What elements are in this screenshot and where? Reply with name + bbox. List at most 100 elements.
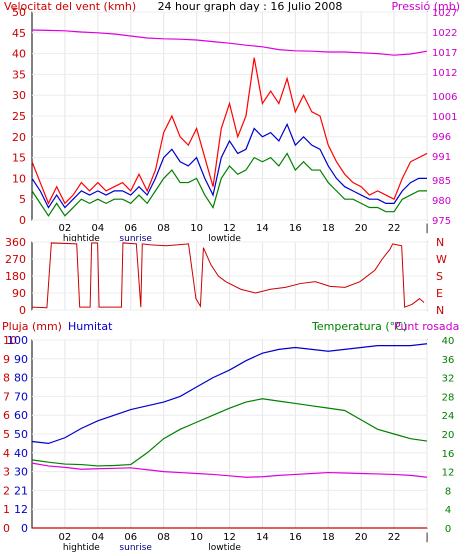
direction-line <box>31 242 425 309</box>
chart-title: 24 hour graph day : 16 Julio 2008 <box>158 0 343 13</box>
annotation-lowtide: lowtide <box>208 543 241 553</box>
compass-label: E <box>436 287 443 300</box>
temperature-tick-label: 24 <box>442 411 455 422</box>
rain-tick-label: 10 <box>3 334 17 347</box>
pressure-tick-label: 1022 <box>432 28 457 39</box>
temperature-tick-label: 16 <box>442 449 455 460</box>
x-tick-label: 22 <box>388 532 401 543</box>
rain-tick-label: 8 <box>3 372 10 385</box>
humidity-tick-label: 80 <box>14 372 28 385</box>
pressure-tick-label: 975 <box>432 216 451 227</box>
x-tick-label: 14 <box>256 532 269 543</box>
wind-tick-label: 5 <box>19 193 26 206</box>
x-tick-label: 18 <box>322 223 335 234</box>
x-tick-label: 20 <box>355 223 368 234</box>
temperature-tick-label: 28 <box>442 392 455 403</box>
x-tick-label: 08 <box>157 223 170 234</box>
pressure-tick-label: 985 <box>432 176 451 187</box>
humidity-tick-label: 12 <box>14 503 28 516</box>
rain-tick-label: 6 <box>3 409 10 422</box>
rain-tick-label: 0 <box>3 522 10 535</box>
x-tick-label: 20 <box>355 532 368 543</box>
temperature-axis-title: Temperatura (°C) <box>311 320 407 333</box>
temperature-tick-label: 4 <box>445 505 451 516</box>
annotation-sunrise: sunrise <box>119 234 152 244</box>
wind-tick-label: 0 <box>19 214 26 227</box>
humidity-tick-label: 30 <box>14 466 28 479</box>
x-tick-label: 06 <box>124 532 137 543</box>
direction-tick-label: 270 <box>5 253 26 266</box>
compass-label: S <box>436 270 443 283</box>
x-tick-label: 22 <box>388 223 401 234</box>
compass-label: W <box>436 253 447 266</box>
pressure-tick-label: 996 <box>432 132 451 143</box>
humidity-tick-label: 40 <box>14 447 28 460</box>
series-line-punt-rosada <box>31 462 428 478</box>
wind-tick-label: 15 <box>12 152 26 165</box>
humidity-axis-title: Humitat <box>68 320 113 333</box>
x-tick-label: 02 <box>59 532 72 543</box>
temperature-tick-label: 12 <box>442 468 455 479</box>
x-tick-label: 16 <box>289 532 302 543</box>
rain-tick-label: 1 <box>3 503 10 516</box>
x-tick-label: 14 <box>256 223 269 234</box>
x-tick-label: 08 <box>157 532 170 543</box>
wind-tick-label: 45 <box>12 27 26 40</box>
rain-tick-label: 4 <box>3 447 10 460</box>
wind-tick-label: 40 <box>12 48 26 61</box>
annotation-hightide: hightide <box>63 543 100 553</box>
temperature-tick-label: 32 <box>442 374 455 385</box>
pressure-tick-label: 1017 <box>432 48 457 59</box>
series-line-temperatura <box>31 398 428 467</box>
direction-tick-label: 360 <box>5 236 26 249</box>
x-tick-label: 02 <box>59 223 72 234</box>
pressure-tick-label: 1012 <box>432 68 457 79</box>
wind-tick-label: 10 <box>12 172 26 185</box>
dewpoint-axis-title: Punt rosada <box>394 320 459 333</box>
humidity-tick-label: 70 <box>14 390 28 403</box>
wind-tick-label: 20 <box>12 131 26 144</box>
humidity-tick-label: 0 <box>21 522 28 535</box>
rain-axis-title: Pluja (mm) <box>2 320 62 333</box>
x-tick-label: | <box>425 223 428 234</box>
series-line <box>31 152 427 217</box>
wind-tick-label: 30 <box>12 89 26 102</box>
pressure-axis-title: Pressió (mb) <box>391 0 460 13</box>
direction-tick-label: 180 <box>5 270 26 283</box>
humidity-tick-label: 50 <box>14 428 28 441</box>
compass-label: N <box>436 304 444 317</box>
direction-tick-label: 90 <box>12 287 26 300</box>
temperature-tick-label: 0 <box>445 524 451 535</box>
x-tick-label: | <box>425 532 428 543</box>
humidity-tick-label: 60 <box>14 409 28 422</box>
x-tick-label: 12 <box>223 223 236 234</box>
pressure-tick-label: 980 <box>432 196 451 207</box>
compass-label: N <box>436 236 444 249</box>
rain-tick-label: 9 <box>3 353 10 366</box>
direction-tick-label: 0 <box>19 304 26 317</box>
x-tick-label: 12 <box>223 532 236 543</box>
temperature-tick-label: 40 <box>442 336 455 347</box>
x-tick-label: 18 <box>322 532 335 543</box>
annotation-sunrise: sunrise <box>119 543 152 553</box>
x-tick-label: 16 <box>289 223 302 234</box>
humidity-tick-label: 100 <box>7 334 28 347</box>
x-tick-label: 06 <box>124 223 137 234</box>
rain-tick-label: 2 <box>3 484 10 497</box>
series-line <box>31 122 427 209</box>
pressure-tick-label: 1027 <box>432 8 457 19</box>
pressure-tick-label: 1006 <box>432 92 457 103</box>
rain-tick-label: 7 <box>3 390 10 403</box>
wind-tick-label: 25 <box>12 110 26 123</box>
wind-axis-title: Velocitat del vent (kmh) <box>4 0 136 13</box>
temperature-tick-label: 36 <box>442 355 455 366</box>
temperature-tick-label: 20 <box>442 430 455 441</box>
humidity-tick-label: 90 <box>14 353 28 366</box>
x-tick-label: 04 <box>91 532 104 543</box>
annotation-hightide: hightide <box>63 234 100 244</box>
x-tick-label: 10 <box>190 532 203 543</box>
pressure-tick-label: 1001 <box>432 112 457 123</box>
humidity-tick-label: 21 <box>14 484 28 497</box>
series-line <box>31 57 428 205</box>
